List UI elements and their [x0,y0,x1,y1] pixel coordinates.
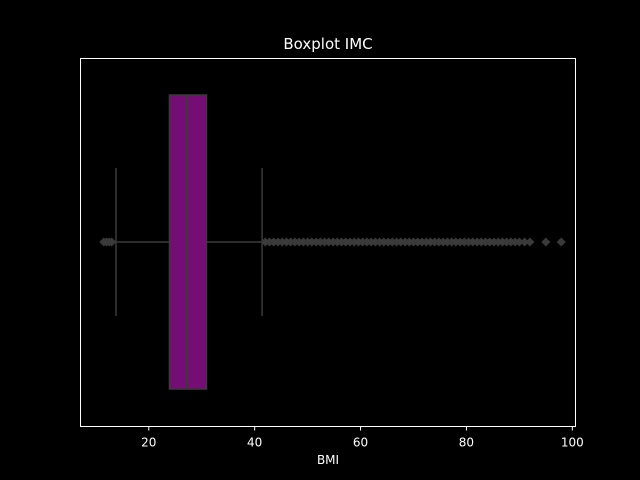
outlier-point [556,237,566,247]
plot-frame [80,58,576,427]
chart-title: Boxplot IMC [283,35,372,53]
x-tick-label: 20 [141,436,156,450]
x-tick-label: 40 [247,436,262,450]
outlier-point [514,237,524,247]
plot-area [99,94,566,390]
x-tick-label: 60 [353,436,368,450]
x-axis-label: BMI [317,453,339,467]
x-axis: 20 40 60 80 100 [141,426,584,450]
iqr-box [168,94,208,390]
outlier-point [525,237,535,247]
outlier-point [520,237,530,247]
outlier-point [107,237,117,247]
x-tick-label: 80 [459,436,474,450]
outlier-point [541,237,551,247]
x-tick-label: 100 [561,436,584,450]
